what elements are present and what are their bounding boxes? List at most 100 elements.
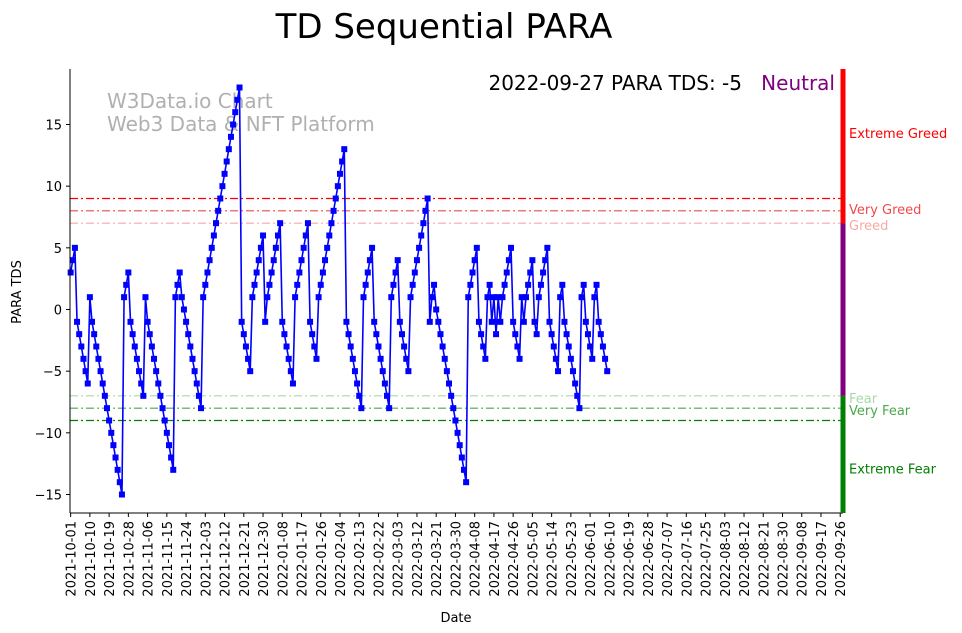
data-point-77 [232,109,239,116]
data-point-131 [347,343,354,350]
x-tick-label-38: 2022-09-08 [796,521,811,597]
data-point-102 [285,355,292,362]
data-point-30 [131,343,138,350]
y-tick-label-5: 10 [45,180,62,195]
data-point-153 [394,257,401,264]
data-point-82 [242,343,249,350]
data-point-168 [426,318,433,325]
series-line-0 [69,86,608,496]
data-point-53 [180,306,187,313]
data-point-229 [557,294,564,301]
data-point-154 [396,318,403,325]
threshold-label-3: Fear [849,392,878,407]
data-point-148 [384,392,391,399]
data-point-217 [531,318,538,325]
data-point-212 [520,318,527,325]
data-point-3 [74,318,81,325]
data-point-166 [422,207,429,214]
threshold-label-0: Extreme Greed [849,127,947,142]
x-axis-label: Date [440,611,471,626]
data-point-219 [535,294,542,301]
data-point-71 [219,183,226,190]
threshold-label-1: Very Greed [849,203,921,218]
data-point-12 [93,343,100,350]
data-point-78 [234,96,241,103]
data-point-13 [95,355,102,362]
y-axis-label: PARA TDS [10,260,25,324]
data-point-164 [418,232,425,239]
data-point-151 [390,281,397,288]
data-point-244 [589,355,596,362]
data-point-46 [165,442,172,449]
data-point-111 [304,220,311,227]
series-layer [67,84,611,498]
data-point-27 [125,269,132,276]
data-point-6 [80,355,87,362]
data-point-189 [471,257,478,264]
data-point-61 [198,405,205,412]
data-point-36 [144,318,151,325]
threshold-label-5: Extreme Fear [849,463,937,478]
x-tick-label-26: 2022-05-23 [565,521,580,597]
data-point-85 [249,294,256,301]
watermark: W3Data.io Chart Web3 Data & NFT Platform [107,89,375,136]
data-point-174 [439,343,446,350]
data-point-117 [317,281,324,288]
x-tick-label-33: 2022-07-25 [700,521,715,597]
data-point-188 [469,269,476,276]
data-point-11 [91,331,98,338]
data-point-90 [260,232,267,239]
data-point-177 [446,380,453,387]
x-tick-label-10: 2021-12-30 [257,521,272,597]
data-point-191 [475,318,482,325]
data-point-1 [69,257,76,264]
data-point-176 [443,368,450,375]
data-point-91 [262,318,269,325]
data-point-240 [580,281,587,288]
data-point-108 [298,257,305,264]
data-point-155 [398,331,405,338]
data-point-80 [238,318,245,325]
data-point-205 [505,257,512,264]
data-point-197 [488,318,495,325]
latest-value-annotation: 2022-09-27 PARA TDS: -5 [488,71,742,95]
data-point-216 [529,257,536,264]
data-point-113 [309,331,316,338]
data-point-129 [343,318,350,325]
data-point-81 [240,331,247,338]
data-point-157 [403,355,410,362]
x-tick-label-34: 2022-08-03 [719,521,734,597]
data-point-190 [473,244,480,251]
data-point-33 [138,380,145,387]
data-point-237 [574,392,581,399]
data-point-110 [302,232,309,239]
data-point-220 [537,281,544,288]
x-tick-label-22: 2022-04-17 [488,521,503,597]
data-point-223 [544,244,551,251]
data-point-24 [118,491,125,498]
x-tick-label-37: 2022-08-30 [777,521,792,597]
data-point-0 [67,269,74,276]
data-point-37 [146,331,153,338]
data-point-67 [210,232,217,239]
data-point-118 [319,269,326,276]
data-point-186 [465,294,472,301]
x-tick-label-0: 2021-10-01 [65,521,80,597]
data-point-142 [371,318,378,325]
data-point-63 [202,281,209,288]
data-point-83 [245,355,252,362]
data-point-173 [437,331,444,338]
threshold-label-4: Very Fear [849,404,911,419]
data-point-39 [151,355,158,362]
data-point-32 [136,368,143,375]
threshold-label-2: Greed [849,219,888,234]
data-point-23 [116,479,123,486]
data-point-107 [296,269,303,276]
data-point-199 [493,331,500,338]
y-tick-label-2: −5 [43,365,62,380]
data-point-211 [518,294,525,301]
data-point-17 [103,405,110,412]
data-point-132 [349,355,356,362]
data-point-140 [366,257,373,264]
data-point-134 [354,380,361,387]
